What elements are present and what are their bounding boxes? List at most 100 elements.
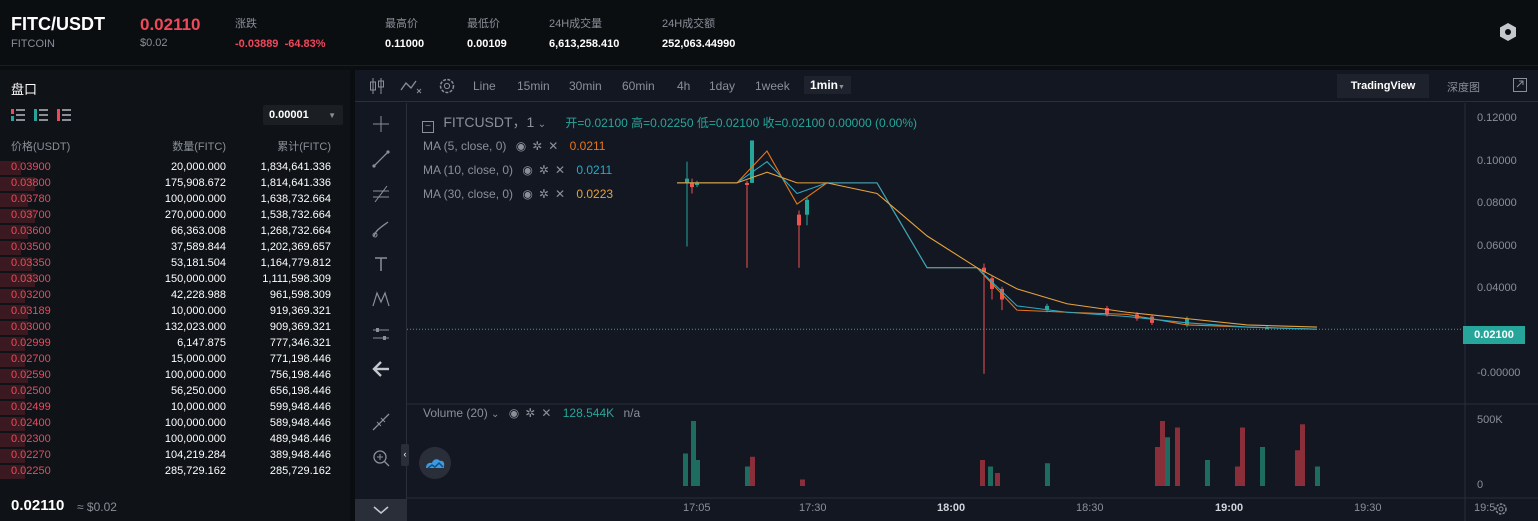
ask-row[interactable]: 0.03350 53,181.504 1,164,779.812 [0, 256, 350, 272]
ask-row[interactable]: 0.02400 100,000.000 589,948.446 [0, 416, 350, 432]
fib-icon[interactable] [370, 183, 392, 205]
tradingview-button[interactable]: TradingView [1337, 74, 1429, 98]
crosshair-icon[interactable] [370, 113, 392, 135]
gear-icon[interactable]: ✲ [538, 163, 549, 177]
collapse-legend-icon[interactable]: − [422, 121, 434, 133]
volume-bar [1260, 447, 1265, 486]
gear-icon[interactable]: ✲ [525, 406, 536, 420]
tf-line[interactable]: Line [473, 79, 496, 93]
symbol-legend: − FITCUSDT，1 ⌄ 开=0.02100 高=0.02250 低=0.0… [422, 112, 917, 133]
volume-na: n/a [623, 406, 641, 420]
book-last-usd: ≈ $0.02 [77, 500, 117, 514]
ask-row[interactable]: 0.02999 6,147.875 777,346.321 [0, 336, 350, 352]
book-both-icon[interactable] [11, 109, 25, 121]
depth-chart-button[interactable]: 深度图 [1447, 82, 1480, 94]
ma10-name: MA (10, close, 0) [423, 163, 514, 177]
eye-icon[interactable]: ◉ [515, 139, 527, 153]
ask-qty: 100,000.000 [164, 193, 226, 205]
ask-row[interactable]: 0.02270 104,219.284 389,948.446 [0, 448, 350, 464]
ask-total: 909,369.321 [269, 321, 331, 333]
ask-row[interactable]: 0.03189 10,000.000 919,369.321 [0, 304, 350, 320]
back-arrow-icon[interactable] [370, 358, 392, 380]
ask-row[interactable]: 0.03600 66,363.008 1,268,732.664 [0, 224, 350, 240]
ask-row[interactable]: 0.03500 37,589.844 1,202,369.657 [0, 240, 350, 256]
hexagon-settings-icon[interactable] [1498, 22, 1518, 42]
low-label: 最低价 [467, 18, 500, 30]
chevron-down-icon: ▼ [838, 84, 845, 91]
ask-row[interactable]: 0.02499 10,000.000 599,948.446 [0, 400, 350, 416]
x-tick-label: 19:30 [1354, 502, 1382, 514]
fullscreen-icon[interactable] [1513, 78, 1527, 92]
close-icon[interactable]: ✕ [554, 163, 565, 177]
ask-row[interactable]: 0.03200 42,228.988 961,598.309 [0, 288, 350, 304]
measure-icon[interactable] [370, 323, 392, 345]
depth-bar [0, 353, 25, 367]
candles-icon[interactable] [369, 77, 385, 95]
volume-bar [1235, 466, 1240, 486]
ask-row[interactable]: 0.02500 56,250.000 656,198.446 [0, 384, 350, 400]
ask-price: 0.02499 [11, 401, 51, 413]
tf-60min[interactable]: 60min [622, 79, 655, 93]
col-total: 累计(FITC) [277, 141, 331, 153]
eye-icon[interactable]: ◉ [522, 163, 533, 177]
zoom-in-icon[interactable] [370, 447, 392, 469]
chevron-down-icon[interactable]: ⌄ [491, 409, 500, 420]
trend-line-icon[interactable] [370, 148, 392, 170]
ask-row[interactable]: 0.02700 15,000.000 771,198.446 [0, 352, 350, 368]
close-icon[interactable]: ✕ [541, 406, 552, 420]
scroll-down-button[interactable] [355, 499, 407, 521]
y-tick-label: -0.00000 [1477, 366, 1521, 379]
ask-row[interactable]: 0.03800 175,908.672 1,814,641.336 [0, 176, 350, 192]
candle-body [1045, 305, 1049, 311]
gear-icon[interactable] [437, 76, 457, 96]
ruler-icon[interactable] [370, 411, 392, 433]
x-tick-label: 18:30 [1076, 502, 1104, 514]
ask-qty: 53,181.504 [170, 257, 226, 269]
last-price-usd: $0.02 [140, 37, 168, 49]
depth-bar [0, 177, 35, 191]
ask-row[interactable]: 0.03900 20,000.000 1,834,641.336 [0, 160, 350, 176]
brush-icon[interactable] [370, 218, 392, 240]
volume-bar [980, 460, 985, 486]
ask-row[interactable]: 0.02250 285,729.162 285,729.162 [0, 464, 350, 480]
ask-row[interactable]: 0.03300 150,000.000 1,111,598.309 [0, 272, 350, 288]
low-value: 0.00109 [467, 38, 507, 50]
indicator-icon[interactable] [400, 78, 422, 94]
book-sell-icon[interactable] [57, 109, 71, 121]
tf-15min[interactable]: 15min [517, 79, 550, 93]
chart-grid [407, 103, 1538, 521]
collapse-toolbar-button[interactable]: ‹ [401, 444, 409, 466]
ask-row[interactable]: 0.02590 100,000.000 756,198.446 [0, 368, 350, 384]
cloud-logo-icon[interactable] [419, 447, 451, 479]
gear-icon[interactable] [1493, 501, 1509, 517]
price-chart[interactable] [407, 103, 1538, 521]
tf-1week[interactable]: 1week [755, 79, 790, 93]
ask-total: 1,834,641.336 [260, 161, 331, 173]
ask-row[interactable]: 0.02300 100,000.000 489,948.446 [0, 432, 350, 448]
tf-4h[interactable]: 4h [677, 79, 691, 93]
gear-icon[interactable]: ✲ [532, 139, 543, 153]
precision-select[interactable]: 0.00001 ▼ [263, 105, 343, 125]
tf-1min-dropdown[interactable]: 1min▼ [804, 76, 851, 94]
tf-1day[interactable]: 1day [709, 79, 736, 93]
ask-row[interactable]: 0.03780 100,000.000 1,638,732.664 [0, 192, 350, 208]
close-icon[interactable]: ✕ [554, 187, 565, 201]
gear-icon[interactable]: ✲ [538, 187, 549, 201]
eye-icon[interactable]: ◉ [508, 406, 520, 420]
ask-row[interactable]: 0.03000 132,023.000 909,369.321 [0, 320, 350, 336]
precision-value: 0.00001 [269, 109, 309, 121]
eye-icon[interactable]: ◉ [522, 187, 533, 201]
text-icon[interactable] [370, 253, 392, 275]
chevron-down-icon[interactable]: ⌄ [537, 119, 547, 130]
candle-body [1105, 308, 1109, 315]
ask-rows: 0.03900 20,000.000 1,834,641.336 0.03800 175… [0, 160, 350, 480]
ask-price: 0.03800 [11, 177, 51, 189]
depth-bar [0, 449, 25, 463]
ask-row[interactable]: 0.03700 270,000.000 1,538,732.664 [0, 208, 350, 224]
book-buy-icon[interactable] [34, 109, 48, 121]
pattern-icon[interactable] [370, 288, 392, 310]
tf-30min[interactable]: 30min [569, 79, 602, 93]
close-icon[interactable]: ✕ [548, 139, 559, 153]
volume-name: Volume (20) [423, 406, 488, 420]
depth-bar [0, 225, 28, 239]
